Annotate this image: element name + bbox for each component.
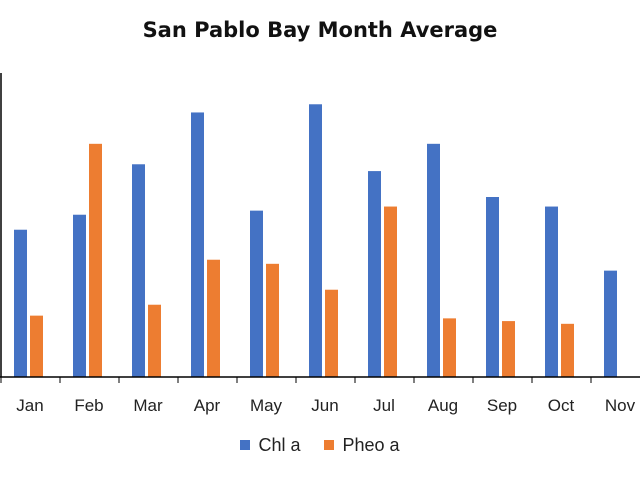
x-tick-label-jun: Jun	[311, 396, 338, 415]
bar-chl-a-apr	[191, 112, 204, 378]
legend-item-chl-a: Chl a	[240, 435, 300, 456]
legend-swatch	[240, 440, 251, 450]
bar-chl-a-oct	[545, 206, 558, 377]
bar-pheo-a-jun	[325, 289, 338, 377]
bar-chl-a-mar	[132, 164, 145, 377]
bar-pheo-a-sep	[502, 321, 515, 377]
legend-item-pheo-a: Pheo a	[324, 434, 400, 456]
bar-pheo-a-apr	[207, 259, 220, 377]
x-tick-label-sep: Sep	[487, 396, 517, 415]
x-tick-label-nov: Nov	[605, 396, 636, 415]
legend-swatch	[324, 440, 335, 450]
bar-pheo-a-mar	[148, 304, 161, 377]
x-tick-label-oct: Oct	[548, 396, 575, 415]
legend-label: Chl a	[258, 434, 301, 455]
x-tick-label-jul: Jul	[373, 396, 395, 415]
bar-chl-a-jun	[309, 104, 322, 377]
bar-chl-a-feb	[73, 214, 86, 377]
bar-pheo-a-feb	[89, 143, 102, 377]
bar-chl-a-may	[250, 210, 263, 377]
x-tick-label-mar: Mar	[133, 396, 163, 415]
chart-legend: Chl a Pheo a	[0, 434, 640, 456]
bar-pheo-a-jul	[384, 206, 397, 377]
bar-pheo-a-may	[266, 263, 279, 377]
bar-chl-a-nov	[604, 270, 617, 377]
x-tick-label-aug: Aug	[428, 396, 458, 415]
x-tick-label-may: May	[250, 396, 283, 415]
x-tick-label-apr: Apr	[194, 396, 221, 415]
bar-pheo-a-aug	[443, 318, 456, 377]
legend-label: Pheo a	[342, 434, 400, 455]
bar-pheo-a-oct	[561, 323, 574, 377]
bar-chl-a-jul	[368, 171, 381, 377]
x-tick-label-jan: Jan	[16, 396, 43, 415]
bar-chl-a-aug	[427, 143, 440, 377]
chart-title: San Pablo Bay Month Average	[142, 18, 498, 42]
bar-chl-a-sep	[486, 197, 499, 377]
bar-chl-a-jan	[14, 229, 27, 377]
bar-pheo-a-jan	[30, 315, 43, 377]
x-tick-label-feb: Feb	[74, 396, 103, 415]
